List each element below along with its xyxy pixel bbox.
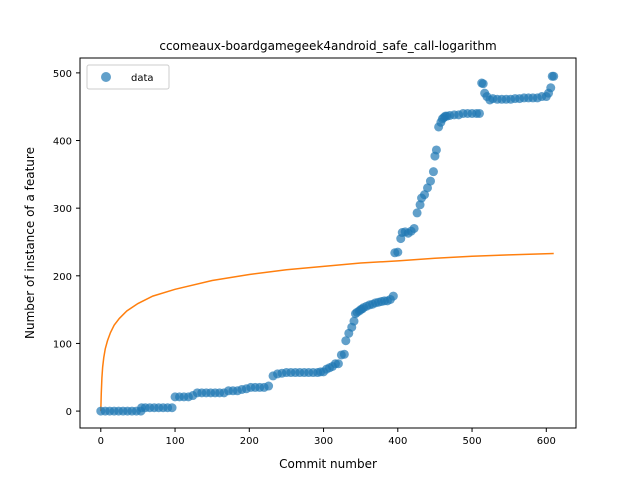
data-point bbox=[341, 336, 351, 346]
y-tick-label: 400 bbox=[53, 137, 72, 148]
data-point bbox=[409, 223, 419, 233]
y-axis: 0 100 200 300 400 500 bbox=[53, 69, 80, 418]
y-tick-label: 300 bbox=[53, 204, 72, 215]
data-point bbox=[264, 381, 274, 391]
data-point bbox=[388, 291, 398, 301]
data-point bbox=[549, 71, 559, 81]
data-point bbox=[339, 349, 349, 359]
y-tick-label: 500 bbox=[53, 69, 72, 80]
chart-title: ccomeaux-boardgamegeek4android_safe_call… bbox=[159, 39, 496, 53]
x-tick-label: 600 bbox=[537, 436, 556, 447]
legend-box bbox=[86, 64, 170, 90]
x-tick-label: 400 bbox=[388, 436, 407, 447]
data-point bbox=[478, 79, 488, 89]
data-point bbox=[420, 190, 430, 200]
legend-label-data: data bbox=[131, 73, 154, 84]
data-point bbox=[167, 403, 177, 413]
fit-layer bbox=[100, 252, 554, 412]
y-tick-label: 100 bbox=[53, 339, 72, 350]
data-point bbox=[423, 183, 432, 193]
x-tick-label: 100 bbox=[165, 436, 184, 447]
legend-marker-data bbox=[101, 72, 111, 82]
plot-frame bbox=[79, 57, 577, 429]
x-tick-label: 0 bbox=[98, 436, 104, 447]
data-point bbox=[474, 108, 484, 118]
data-point bbox=[428, 167, 438, 177]
data-point bbox=[546, 83, 556, 93]
data-point bbox=[393, 247, 403, 257]
data-point bbox=[412, 208, 422, 218]
x-tick-label: 200 bbox=[240, 436, 259, 447]
fit-line bbox=[100, 252, 554, 412]
x-axis: 0 100 200 300 400 500 600 bbox=[98, 428, 556, 447]
data-point bbox=[431, 145, 441, 155]
x-tick-label: 500 bbox=[463, 436, 482, 447]
y-tick-label: 200 bbox=[53, 272, 72, 283]
data-point bbox=[425, 176, 435, 186]
y-tick-label: 0 bbox=[66, 407, 72, 418]
data-point bbox=[415, 200, 425, 210]
x-tick-label: 300 bbox=[314, 436, 333, 447]
data-point bbox=[333, 359, 343, 369]
data-point bbox=[349, 316, 359, 326]
x-axis-title: Commit number bbox=[279, 457, 377, 471]
points-layer bbox=[96, 71, 559, 416]
y-axis-title: Number of instance of a feature bbox=[23, 147, 37, 339]
legend: data bbox=[86, 64, 170, 90]
